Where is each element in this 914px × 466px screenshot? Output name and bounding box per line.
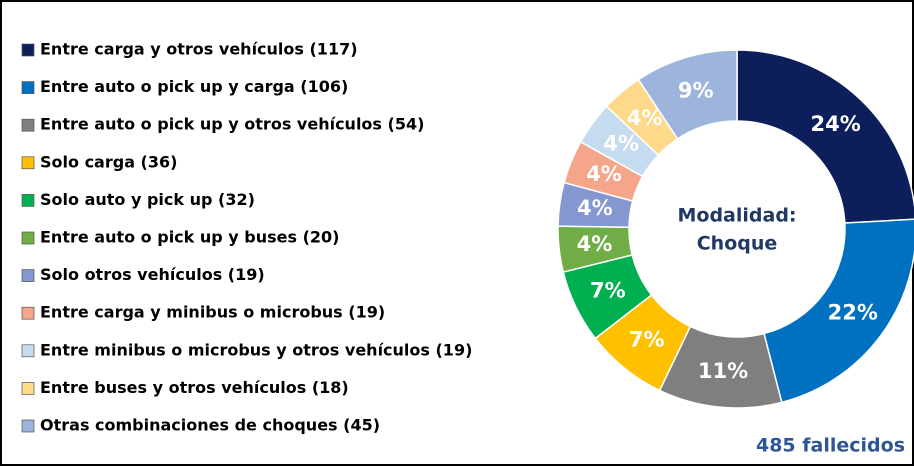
annotation: 485 fallecidos xyxy=(756,435,905,457)
legend-label: Entre carga y otros vehículos (117) xyxy=(40,40,358,59)
legend-swatch xyxy=(21,269,35,282)
slice xyxy=(736,49,914,224)
data-label: 11% xyxy=(698,359,748,383)
legend-label: Entre auto o pick up y otros vehículos (… xyxy=(40,115,424,134)
legend-swatch xyxy=(21,419,35,433)
data-label: 4% xyxy=(577,196,613,220)
center-label: Modalidad: xyxy=(677,205,796,227)
legend-label: Otras combinaciones de choques (45) xyxy=(40,416,380,435)
data-label: 24% xyxy=(811,112,861,136)
legend-swatch xyxy=(21,81,35,94)
legend-label: Entre buses y otros vehículos (18) xyxy=(40,378,349,397)
legend-swatch xyxy=(21,118,35,132)
legend-label: Entre minibus o microbus y otros vehícul… xyxy=(40,340,472,359)
legend-label: Entre auto o pick up y buses (20) xyxy=(40,228,340,247)
legend-swatch xyxy=(21,43,35,57)
legend-swatch xyxy=(21,156,35,170)
slice xyxy=(637,49,738,140)
data-label: 4% xyxy=(627,106,663,130)
legend-label: Entre carga y minibus o microbus (19) xyxy=(40,303,385,322)
legend-label: Solo auto y pick up (32) xyxy=(40,190,255,209)
data-label: 4% xyxy=(586,162,622,186)
legend-label: Entre auto o pick up y carga (106) xyxy=(40,77,348,96)
legend-swatch xyxy=(21,194,35,207)
data-label: 7% xyxy=(629,328,665,352)
center-label: Choque xyxy=(697,233,778,255)
data-label: 7% xyxy=(590,278,626,302)
legend-label: Solo otros vehículos (19) xyxy=(40,265,265,284)
legend-swatch xyxy=(21,306,35,320)
slice xyxy=(763,218,914,404)
data-label: 9% xyxy=(678,79,714,103)
data-label: 4% xyxy=(577,232,613,256)
legend-swatch xyxy=(21,344,35,358)
data-label: 4% xyxy=(603,131,639,155)
legend-swatch xyxy=(21,231,35,245)
legend-swatch xyxy=(21,382,35,395)
data-label: 22% xyxy=(828,301,878,325)
legend-label: Solo carga (36) xyxy=(40,152,177,171)
